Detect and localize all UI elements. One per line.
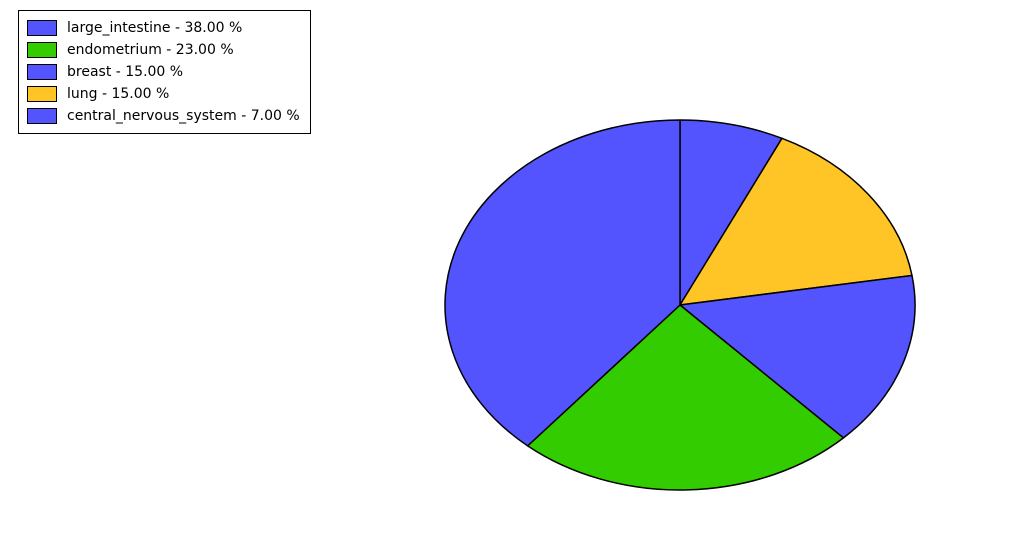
pie-chart — [0, 0, 1013, 538]
pie-svg — [0, 0, 1013, 538]
